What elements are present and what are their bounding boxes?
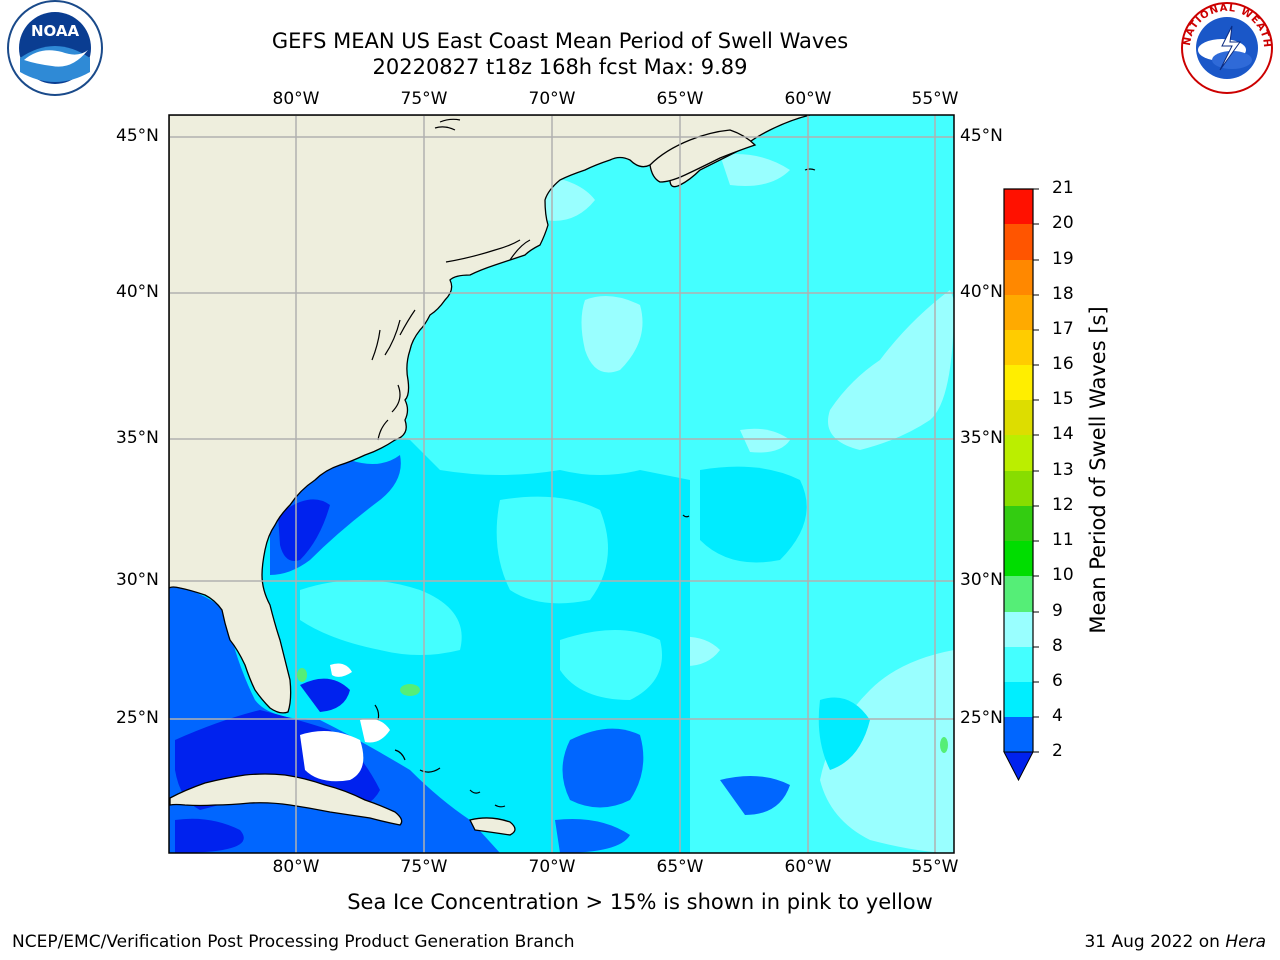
colorbar-tick-label: 20	[1052, 213, 1074, 233]
colorbar-segment	[1004, 295, 1033, 330]
svg-text:NOAA: NOAA	[31, 22, 80, 40]
colorbar-under-arrow	[1003, 751, 1034, 782]
lat-label-right: 30°N	[960, 570, 1003, 590]
colorbar-segment	[1004, 541, 1033, 576]
map-title-line1: GEFS MEAN US East Coast Mean Period of S…	[271, 29, 849, 53]
colorbar-segment	[1004, 612, 1033, 647]
lon-label-top: 65°W	[656, 89, 704, 109]
lat-label-left: 45°N	[116, 126, 159, 146]
lat-label-right: 25°N	[960, 708, 1003, 728]
lon-label-bottom: 80°W	[272, 857, 320, 877]
lat-label-right: 45°N	[960, 126, 1003, 146]
lat-label-right: 35°N	[960, 428, 1003, 448]
colorbar-segment	[1004, 506, 1033, 541]
coastline-details	[371, 118, 816, 808]
colorbar-tick-label: 6	[1052, 671, 1063, 691]
colorbar-tick-label: 2	[1052, 741, 1063, 761]
lon-label-top: 55°W	[911, 89, 959, 109]
lat-label-left: 25°N	[116, 708, 159, 728]
colorbar-tick-label: 14	[1052, 424, 1074, 444]
colorbar-tick-label: 12	[1052, 495, 1074, 515]
colorbar-tick-label: 11	[1052, 530, 1074, 550]
colorbar-segment	[1004, 224, 1033, 260]
colorbar-tick-label: 16	[1052, 354, 1074, 374]
swell-9-10-regions	[297, 668, 948, 753]
colorbar-segment	[1004, 189, 1033, 224]
lat-label-right: 40°N	[960, 282, 1003, 302]
colorbar-segment	[1004, 576, 1033, 612]
colorbar-segment	[1004, 471, 1033, 506]
colorbar-segment	[1004, 647, 1033, 682]
colorbar-label: Mean Period of Swell Waves [s]	[1086, 306, 1110, 634]
colorbar-tick-label: 13	[1052, 460, 1074, 480]
colorbar-tick-label: 8	[1052, 636, 1063, 656]
map-border	[168, 114, 955, 854]
footer-org: NCEP/EMC/Verification Post Processing Pr…	[12, 932, 575, 952]
colorbar-segment	[1004, 682, 1033, 717]
footer-host: Hera	[1225, 932, 1266, 952]
colorbar-tick-label: 19	[1052, 249, 1074, 269]
map-area	[169, 115, 954, 853]
nws-logo: NATIONAL WEATHER SERVICE	[0, 0, 1273, 94]
lon-label-bottom: 65°W	[656, 857, 704, 877]
lon-label-top: 80°W	[272, 89, 320, 109]
colorbar-tick-label: 9	[1052, 601, 1063, 621]
graticule	[169, 115, 954, 853]
colorbar	[1003, 188, 1039, 782]
colorbar-segment	[1004, 260, 1033, 295]
noaa-logo: NOAA	[7, 0, 103, 96]
lon-label-top: 70°W	[528, 89, 576, 109]
lat-label-left: 30°N	[116, 570, 159, 590]
sea-ice-note: Sea Ice Concentration > 15% is shown in …	[347, 890, 933, 914]
lon-label-bottom: 75°W	[400, 857, 448, 877]
colorbar-segment	[1004, 330, 1033, 365]
lon-label-bottom: 60°W	[784, 857, 832, 877]
lon-label-top: 75°W	[400, 89, 448, 109]
colorbar-segment	[1004, 400, 1033, 435]
svg-text:NATIONAL WEATHER SERVICE: NATIONAL WEATHER SERVICE	[0, 0, 1272, 49]
colorbar-segment	[1004, 365, 1033, 400]
lon-label-bottom: 55°W	[911, 857, 959, 877]
lat-label-left: 35°N	[116, 428, 159, 448]
no-data-regions	[300, 663, 390, 782]
lat-label-left: 40°N	[116, 282, 159, 302]
lon-label-bottom: 70°W	[528, 857, 576, 877]
land-areas	[169, 115, 811, 836]
colorbar-tick-label: 21	[1052, 178, 1074, 198]
footer-date-text: 31 Aug 2022 on	[1084, 932, 1226, 952]
colorbar-tick-label: 4	[1052, 706, 1063, 726]
colorbar-tick-label: 10	[1052, 565, 1074, 585]
footer-date: 31 Aug 2022 on Hera	[1084, 932, 1266, 952]
colorbar-tick-label: 17	[1052, 319, 1074, 339]
map-title-line2: 20220827 t18z 168h fcst Max: 9.89	[372, 55, 748, 79]
colorbar-segment	[1004, 435, 1033, 471]
colorbar-segment	[1004, 717, 1033, 752]
lon-label-top: 60°W	[784, 89, 832, 109]
colorbar-tick-label: 15	[1052, 389, 1074, 409]
colorbar-tick-label: 18	[1052, 284, 1074, 304]
